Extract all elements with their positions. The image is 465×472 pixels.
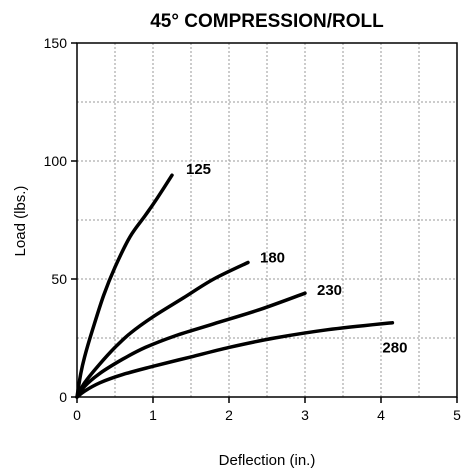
series-labels: 125 180 230 280 — [186, 161, 407, 357]
y-tick-label: 100 — [44, 153, 68, 169]
x-tick-label: 3 — [301, 407, 309, 423]
series-label-180: 180 — [260, 249, 285, 266]
x-tick-label: 0 — [73, 407, 81, 423]
x-tick-label: 2 — [225, 407, 233, 423]
series-lines — [75, 173, 395, 399]
y-tick-label: 50 — [51, 271, 67, 287]
x-axis-label: Deflection (in.) — [219, 452, 316, 469]
series-line-180 — [75, 260, 250, 399]
series-label-280: 280 — [382, 340, 407, 357]
series-label-230: 230 — [317, 282, 342, 299]
x-tick-label: 5 — [453, 407, 461, 423]
y-tick-label: 0 — [59, 389, 67, 405]
x-tick-label: 4 — [377, 407, 385, 423]
series-line-125 — [75, 173, 174, 399]
series-line-230 — [75, 291, 307, 399]
y-axis-label: Load (lbs.) — [12, 186, 29, 257]
series-line-280 — [75, 320, 395, 399]
series-label-125: 125 — [186, 161, 211, 178]
chart-title: 45° COMPRESSION/ROLL — [150, 11, 384, 32]
plot-frame — [76, 42, 458, 398]
y-tick-label: 150 — [44, 35, 68, 51]
x-tick-label: 1 — [149, 407, 157, 423]
